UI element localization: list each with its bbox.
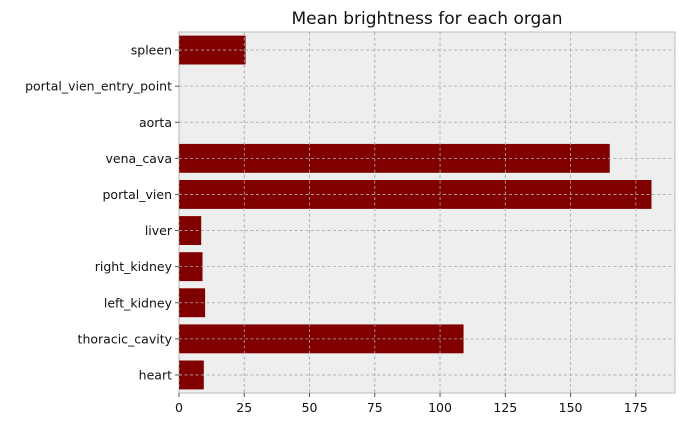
bar-thoracic-cavity — [179, 324, 464, 354]
y-tick-label: aorta — [139, 115, 172, 130]
x-tick-label: 125 — [493, 400, 517, 415]
x-axis-ticks: 0 25 50 75 100 125 150 175 — [175, 393, 648, 415]
y-tick-label: right_kidney — [95, 259, 173, 274]
x-tick-label: 150 — [559, 400, 583, 415]
y-tick-label: portal_vien_entry_point — [25, 79, 172, 94]
y-tick-label: thoracic_cavity — [78, 331, 173, 346]
grid-overlay — [178, 32, 675, 393]
y-tick-label: left_kidney — [104, 295, 173, 310]
x-tick-label: 0 — [175, 400, 183, 415]
y-tick-label: vena_cava — [105, 151, 172, 166]
y-tick-label: spleen — [131, 43, 172, 58]
x-tick-label: 175 — [624, 400, 648, 415]
x-tick-label: 75 — [367, 400, 383, 415]
y-axis-ticks: heart thoracic_cavity left_kidney right_kid… — [25, 43, 179, 382]
x-tick-label: 100 — [428, 400, 452, 415]
y-tick-label: heart — [139, 367, 172, 382]
x-tick-label: 50 — [302, 400, 318, 415]
x-tick-label: 25 — [236, 400, 252, 415]
y-tick-label: portal_vien — [103, 187, 173, 202]
chart-title: Mean brightness for each organ — [291, 9, 562, 29]
y-tick-label: liver — [145, 223, 173, 238]
